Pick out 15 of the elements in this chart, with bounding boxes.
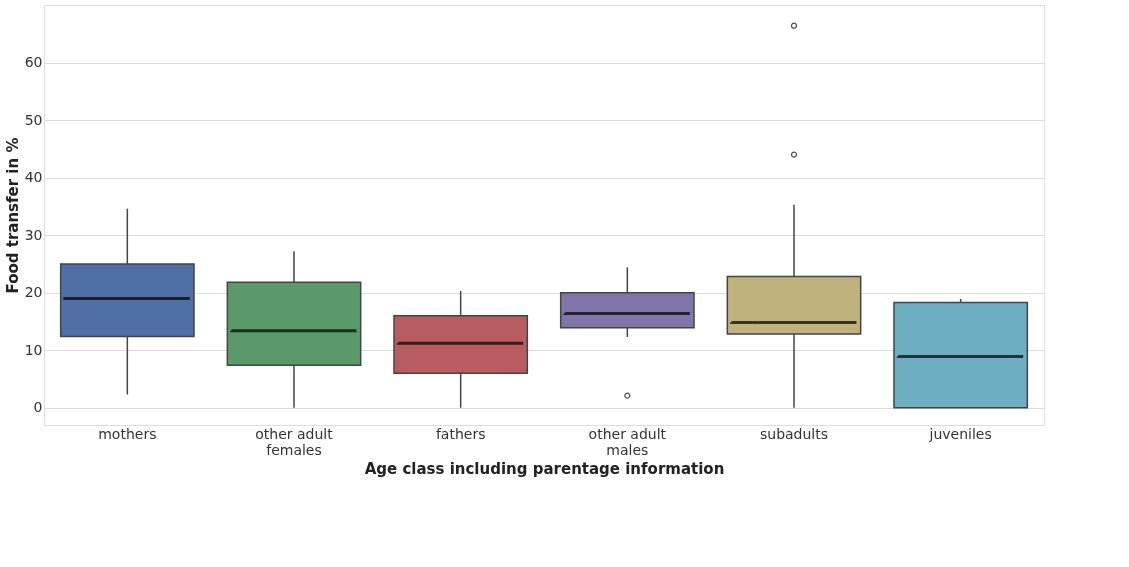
x-tick-label: other adult females (255, 425, 334, 458)
x-tick-label: mothers (98, 425, 157, 442)
y-tick-label: 20 (24, 284, 43, 301)
y-tick-label: 60 (24, 54, 43, 71)
x-tick-label: subadults (759, 425, 829, 442)
y-tick-label: 30 (24, 226, 43, 243)
x-tick-label: juveniles (928, 425, 992, 442)
x-axis-title: Age class including parentage information (364, 459, 725, 478)
y-axis-title: Food transfer in % (3, 137, 22, 294)
y-tick-label: 10 (24, 341, 43, 358)
y-tick-label: 0 (33, 399, 43, 416)
x-tick-label: fathers (435, 425, 486, 442)
y-tick-label: 50 (24, 111, 43, 128)
x-tick-label: other adult males (588, 425, 667, 458)
y-tick-label: 40 (24, 169, 43, 186)
